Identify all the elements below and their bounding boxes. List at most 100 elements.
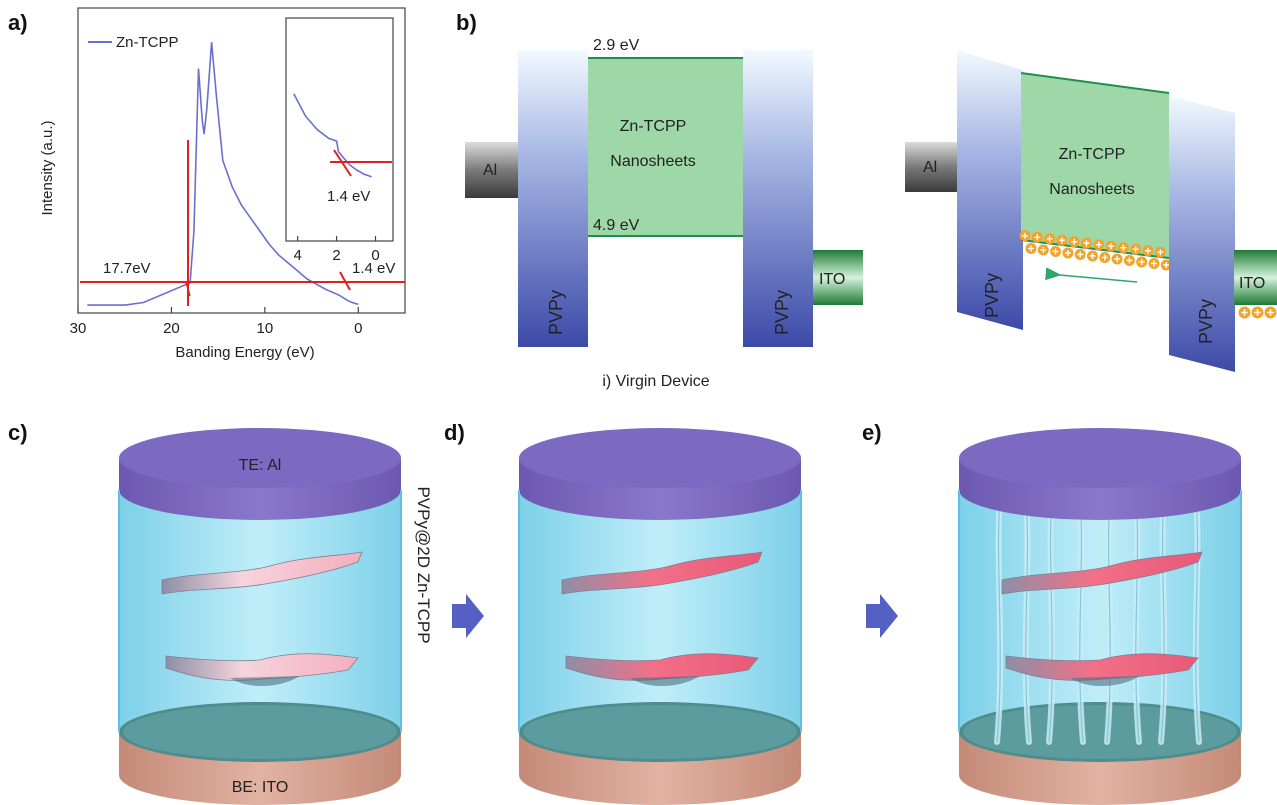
hole-charge <box>1080 237 1093 250</box>
conductive-filament-edge <box>1048 497 1053 743</box>
zn-tcpp-layer-biased <box>1021 73 1169 258</box>
bottom-electrode-sheen <box>123 705 397 759</box>
hole-charge <box>1092 238 1105 251</box>
device-cylinder-d <box>518 428 802 805</box>
layer-name-line2-biased: Nanosheets <box>1049 181 1134 198</box>
x-axis-label: Banding Energy (eV) <box>175 344 314 361</box>
hole-charge <box>1043 232 1056 245</box>
hole-charge <box>1019 229 1031 242</box>
x-tick-label: 10 <box>257 320 274 337</box>
inset-x-tick-label: 2 <box>332 247 340 264</box>
nanosheet-shadow <box>230 676 300 687</box>
band-diagram-biased: Al PVPy Zn-TCPP Nanosheets PVPy ITO <box>905 50 1277 372</box>
hole-charge <box>1061 246 1074 259</box>
band-diagram-virgin: Al PVPy 2.9 eV 4.9 eV Zn-TCPP Nanosheets… <box>465 37 863 390</box>
conductive-filament-edge <box>1160 497 1165 743</box>
arrow-d-to-e <box>866 594 898 638</box>
bottom-electrode-label: BE: ITO <box>232 779 289 796</box>
plot-frame <box>77 7 406 314</box>
top-electrode-label: TE: Al <box>239 457 282 474</box>
vbm-level-biased <box>1020 239 1170 259</box>
layer-name-line1: Zn-TCPP <box>620 118 687 135</box>
nanosheet-upper <box>561 551 763 595</box>
inset-x-tick-label: 0 <box>371 247 379 264</box>
pvpy-right-label-biased: PVPy <box>1196 299 1216 344</box>
layer-name-line1-biased: Zn-TCPP <box>1059 146 1126 163</box>
nanosheet-shadow <box>1070 676 1140 687</box>
inset-x-ticks: 4 2 0 <box>294 236 380 264</box>
hole-charge <box>1148 257 1160 270</box>
bottom-electrode-sheen <box>963 705 1237 759</box>
ito-label-biased: ITO <box>1239 275 1265 292</box>
nanosheet-shadow <box>630 676 700 687</box>
pvpy-right-label: PVPy <box>772 290 792 335</box>
hole-charge <box>1098 251 1111 264</box>
al-label: Al <box>483 162 497 179</box>
hole-charge <box>1037 243 1050 256</box>
device-cylinder-c <box>118 428 402 805</box>
ups-spectrum-chart: 30 20 10 0 Banding Energy (eV) Intensity (a… <box>39 7 406 361</box>
hole-charge <box>1117 241 1130 254</box>
pvpy-left-bar <box>518 50 588 347</box>
top-electrode-surface <box>959 428 1241 488</box>
hole-charge <box>1025 242 1037 255</box>
inset-fit-slope <box>333 149 352 177</box>
x-ticks: 30 20 10 0 <box>70 307 362 337</box>
hole-charge <box>1111 252 1124 265</box>
conductive-filament-edge <box>1195 497 1200 743</box>
al-electrode-right <box>905 142 960 192</box>
hole-charge <box>1086 249 1099 262</box>
diagram-caption: i) Virgin Device <box>602 373 709 390</box>
ito-electrode-left <box>813 250 863 305</box>
cbm-level-biased <box>1020 72 1170 94</box>
panel-label-c: c) <box>8 420 28 445</box>
hole-charge <box>1105 240 1118 253</box>
hole-charge <box>1129 243 1142 256</box>
hole-charge <box>1135 255 1148 268</box>
series-line-zn-tcpp <box>87 42 359 306</box>
legend-label-zn-tcpp: Zn-TCPP <box>116 34 179 51</box>
hole-charge <box>1154 246 1167 259</box>
inset-annotation-1-4ev: 1.4 eV <box>327 188 370 205</box>
hole-charge <box>1142 244 1154 257</box>
panel-label-a: a) <box>8 10 28 35</box>
hole-drift-arrow <box>1045 267 1138 283</box>
pvpy-left-label-biased: PVPy <box>982 273 1002 318</box>
top-electrode-surface <box>519 428 801 488</box>
nanosheet-upper <box>161 551 363 595</box>
nanosheet-upper <box>1001 551 1203 595</box>
al-electrode-left <box>465 142 520 198</box>
device-cylinder-e <box>958 428 1242 805</box>
ito-label: ITO <box>819 271 845 288</box>
conductive-filament-edge <box>1025 497 1030 743</box>
pvpy-left-label: PVPy <box>546 290 566 335</box>
pvpy-right-bar-biased <box>1169 96 1235 372</box>
electrode-charges <box>1238 306 1277 319</box>
pvpy-left-bar-biased <box>957 50 1023 330</box>
hole-charge <box>1055 234 1068 247</box>
conductive-filament-edge <box>1079 497 1084 743</box>
inset-series-line <box>293 93 372 178</box>
hole-charge <box>1074 248 1087 261</box>
conductive-filament-edge <box>1106 497 1111 743</box>
inset-x-tick-label: 4 <box>294 247 302 264</box>
panel-label-b: b) <box>456 10 477 35</box>
hole-charge <box>1049 245 1062 258</box>
conductive-filament-edge <box>1135 497 1140 743</box>
vbm-value: 4.9 eV <box>593 217 640 234</box>
device-layer-label: PVPy@2D Zn-TCPP <box>414 486 433 643</box>
hole-charge <box>1123 254 1136 267</box>
panel-label-e: e) <box>862 420 882 445</box>
nanosheet-lower <box>1005 653 1199 681</box>
y-axis-label: Intensity (a.u.) <box>39 120 56 215</box>
annotation-1-4ev: 1.4 eV <box>352 260 395 277</box>
conductive-filament-edge <box>996 497 1001 743</box>
top-electrode-surface <box>119 428 401 488</box>
hole-charge <box>1031 231 1044 244</box>
nanosheet-lower <box>165 653 359 681</box>
inset-frame <box>285 17 394 242</box>
zn-tcpp-layer <box>588 58 743 236</box>
bottom-electrode-sheen <box>523 705 797 759</box>
x-tick-label: 30 <box>70 320 87 337</box>
hole-charge <box>1068 235 1081 248</box>
